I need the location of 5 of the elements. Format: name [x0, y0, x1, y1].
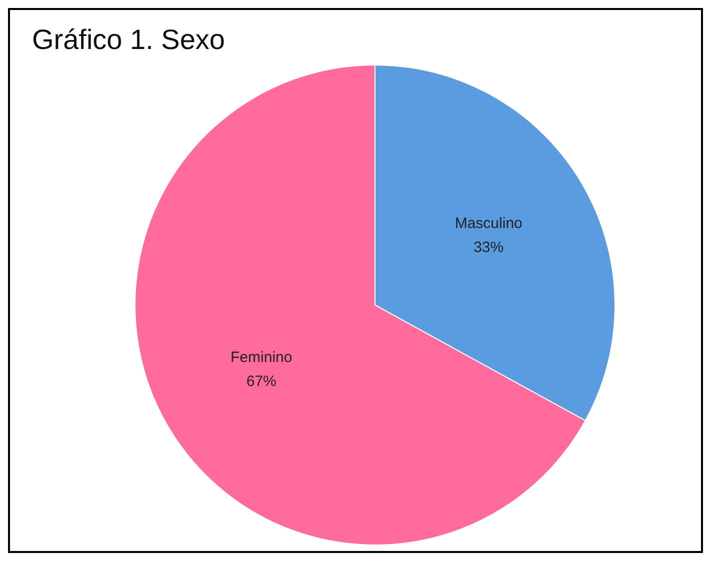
data-label: 33%	[474, 238, 504, 256]
slice-label: Feminino	[230, 349, 292, 366]
chart-title: Gráfico 1. Sexo	[32, 24, 225, 56]
slice-label: Masculino	[454, 214, 522, 232]
data-label: 67%	[246, 373, 276, 390]
